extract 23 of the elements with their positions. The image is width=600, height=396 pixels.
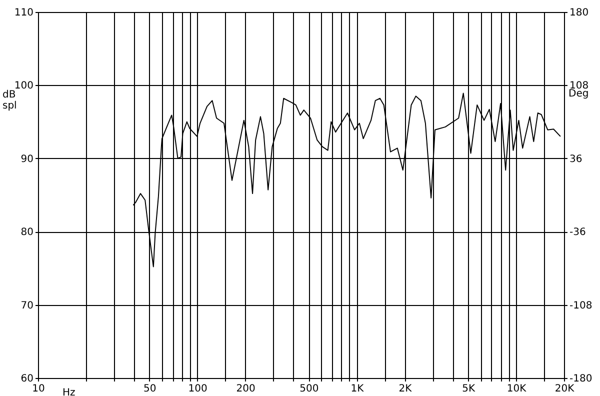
y2-tick-label: -180 [570, 374, 592, 384]
y-tick-label: 70 [20, 300, 34, 312]
y2-tick-label: 36 [570, 154, 582, 165]
y2-tick-label: -36 [570, 227, 586, 238]
y-tick-label: 90 [20, 154, 34, 165]
x-tick-label: 50 [144, 384, 156, 394]
y-tick-label: 110 [14, 8, 34, 18]
y2-tick-label: -108 [570, 300, 592, 312]
x-tick-label: 500 [300, 384, 319, 394]
x-tick-label: 20K [554, 384, 575, 394]
y-axis-title: dB spl [2, 89, 17, 112]
x-tick-label: 10K [506, 384, 527, 394]
y-tick-label: 80 [20, 227, 34, 238]
x-tick-label: 100 [188, 384, 208, 394]
y-tick-label: 60 [20, 374, 34, 384]
y-tick-label: 100 [14, 80, 34, 92]
x-axis-title: Hz [62, 388, 76, 396]
y2-tick-label: 180 [570, 8, 589, 18]
x-tick-label: 1K [350, 384, 364, 394]
x-tick-label: 10 [32, 384, 45, 394]
x-tick-label: 200 [236, 384, 256, 394]
x-tick-label: 5K [462, 384, 476, 394]
x-tick-label: 2K [398, 384, 412, 394]
